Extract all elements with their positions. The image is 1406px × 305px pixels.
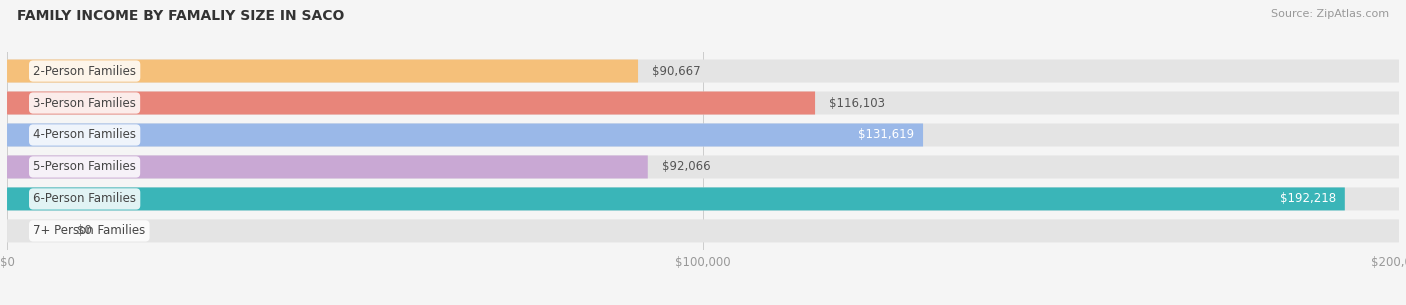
Text: 2-Person Families: 2-Person Families [34,65,136,77]
Text: $131,619: $131,619 [858,128,914,142]
FancyBboxPatch shape [7,188,1399,210]
Text: Source: ZipAtlas.com: Source: ZipAtlas.com [1271,9,1389,19]
Text: 6-Person Families: 6-Person Families [34,192,136,206]
Text: $90,667: $90,667 [652,65,700,77]
FancyBboxPatch shape [7,219,1399,242]
FancyBboxPatch shape [7,59,1399,83]
FancyBboxPatch shape [7,124,924,146]
Text: $92,066: $92,066 [662,160,710,174]
FancyBboxPatch shape [7,188,1344,210]
Text: 4-Person Families: 4-Person Families [34,128,136,142]
FancyBboxPatch shape [7,92,815,114]
FancyBboxPatch shape [7,59,638,83]
Text: 5-Person Families: 5-Person Families [34,160,136,174]
FancyBboxPatch shape [7,92,1399,114]
Text: FAMILY INCOME BY FAMALIY SIZE IN SACO: FAMILY INCOME BY FAMALIY SIZE IN SACO [17,9,344,23]
Text: 3-Person Families: 3-Person Families [34,96,136,109]
Text: $116,103: $116,103 [830,96,884,109]
FancyBboxPatch shape [7,156,1399,178]
FancyBboxPatch shape [7,156,648,178]
Text: $192,218: $192,218 [1279,192,1336,206]
Text: 7+ Person Families: 7+ Person Families [34,224,145,237]
Text: $0: $0 [77,224,91,237]
FancyBboxPatch shape [7,124,1399,146]
